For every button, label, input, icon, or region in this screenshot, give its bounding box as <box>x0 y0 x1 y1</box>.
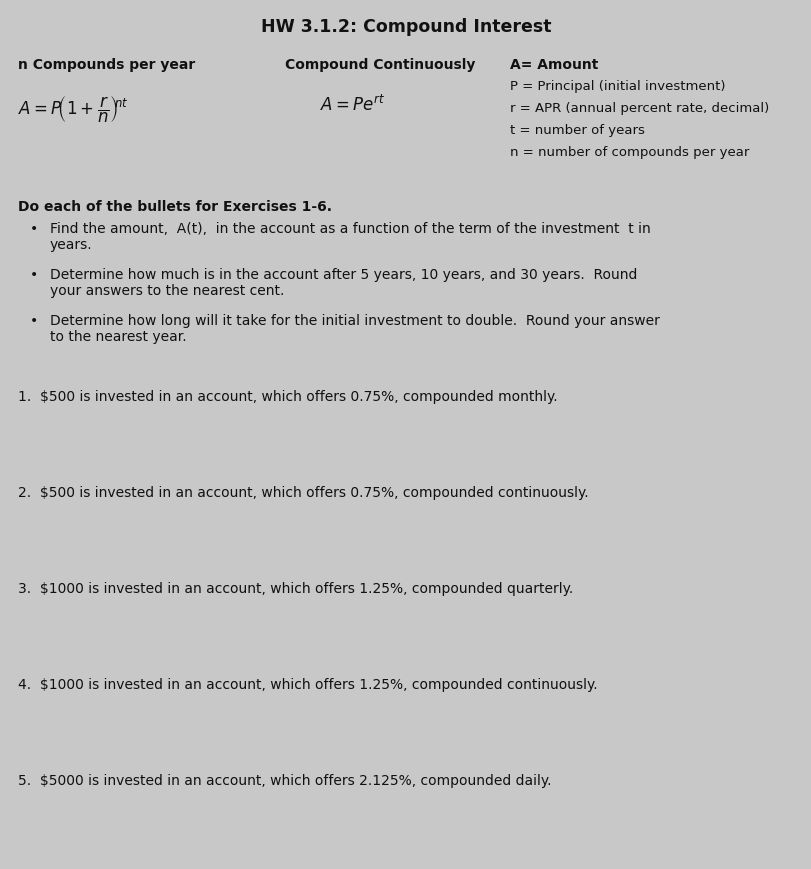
Text: P = Principal (initial investment): P = Principal (initial investment) <box>509 80 724 93</box>
Text: HW 3.1.2: Compound Interest: HW 3.1.2: Compound Interest <box>260 18 551 36</box>
Text: 5.  $5000 is invested in an account, which offers 2.125%, compounded daily.: 5. $5000 is invested in an account, whic… <box>18 774 551 788</box>
Text: t = number of years: t = number of years <box>509 124 644 137</box>
Text: n = number of compounds per year: n = number of compounds per year <box>509 146 749 159</box>
Text: 2.  $500 is invested in an account, which offers 0.75%, compounded continuously.: 2. $500 is invested in an account, which… <box>18 486 588 500</box>
Text: •: • <box>30 222 38 236</box>
Text: your answers to the nearest cent.: your answers to the nearest cent. <box>50 284 284 298</box>
Text: 4.  $1000 is invested in an account, which offers 1.25%, compounded continuously: 4. $1000 is invested in an account, whic… <box>18 678 597 692</box>
Text: Compound Continuously: Compound Continuously <box>285 58 474 72</box>
Text: •: • <box>30 268 38 282</box>
Text: Determine how long will it take for the initial investment to double.  Round you: Determine how long will it take for the … <box>50 314 659 328</box>
Text: $A = Pe^{rt}$: $A = Pe^{rt}$ <box>320 95 385 115</box>
Text: 1.  $500 is invested in an account, which offers 0.75%, compounded monthly.: 1. $500 is invested in an account, which… <box>18 390 557 404</box>
Text: n Compounds per year: n Compounds per year <box>18 58 195 72</box>
Text: $A = P\!\left(1+\dfrac{r}{n}\right)^{\!\!nt}$: $A = P\!\left(1+\dfrac{r}{n}\right)^{\!\… <box>18 95 128 125</box>
Text: years.: years. <box>50 238 92 252</box>
Text: Do each of the bullets for Exercises 1-6.: Do each of the bullets for Exercises 1-6… <box>18 200 332 214</box>
Text: •: • <box>30 314 38 328</box>
Text: Determine how much is in the account after 5 years, 10 years, and 30 years.  Rou: Determine how much is in the account aft… <box>50 268 637 282</box>
Text: Find the amount,  A(t),  in the account as a function of the term of the investm: Find the amount, A(t), in the account as… <box>50 222 650 236</box>
Text: to the nearest year.: to the nearest year. <box>50 330 187 344</box>
Text: r = APR (annual percent rate, decimal): r = APR (annual percent rate, decimal) <box>509 102 768 115</box>
Text: 3.  $1000 is invested in an account, which offers 1.25%, compounded quarterly.: 3. $1000 is invested in an account, whic… <box>18 582 573 596</box>
Text: A= Amount: A= Amount <box>509 58 598 72</box>
